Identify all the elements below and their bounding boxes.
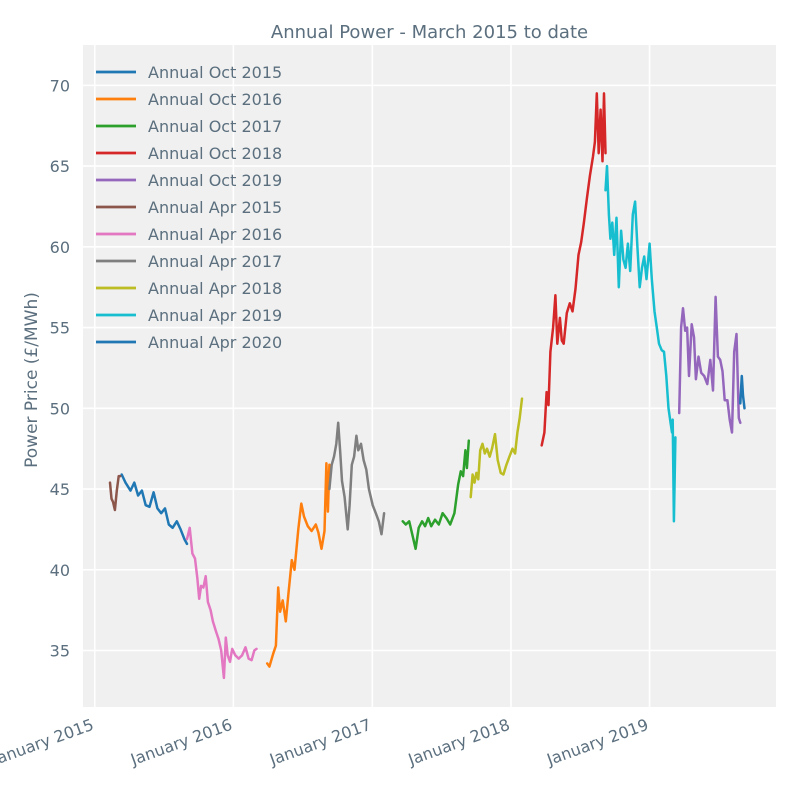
series-line [604, 164, 677, 523]
series-line [739, 374, 746, 410]
y-tick-label: 35 [50, 641, 70, 660]
y-tick-label: 40 [50, 561, 70, 580]
y-axis: 35 40 45 50 55 60 65 70 [50, 76, 70, 660]
series-line [328, 421, 386, 536]
legend-label: Annual Apr 2017 [148, 252, 282, 271]
series-line [265, 461, 331, 668]
series-line [540, 92, 607, 447]
x-tick-label: January 2018 [405, 715, 512, 770]
legend-label: Annual Apr 2020 [148, 333, 282, 352]
y-tick-label: 60 [50, 238, 70, 257]
chart-title: Annual Power - March 2015 to date [271, 22, 588, 43]
x-tick-label: January 2015 [0, 715, 96, 770]
y-tick-label: 65 [50, 157, 70, 176]
series-line [401, 439, 471, 551]
series-line [185, 526, 258, 680]
y-axis-label: Power Price (£/MWh) [22, 292, 42, 468]
y-tick-label: 70 [50, 76, 70, 95]
y-tick-label: 45 [50, 480, 70, 499]
legend-label: Annual Oct 2018 [148, 144, 282, 163]
legend-label: Annual Apr 2015 [148, 198, 282, 217]
series-lines [108, 92, 746, 680]
legend-label: Annual Oct 2016 [148, 90, 282, 109]
series-line [108, 474, 122, 512]
series-line [677, 295, 742, 434]
legend-label: Annual Apr 2018 [148, 279, 282, 298]
legend-label: Annual Oct 2019 [148, 171, 282, 190]
x-axis: January 2015 January 2016 January 2017 Janu… [0, 715, 651, 770]
legend: Annual Oct 2015 Annual Oct 2016 Annual Oct… [96, 63, 282, 352]
y-tick-label: 55 [50, 319, 70, 338]
series-line [120, 473, 189, 546]
legend-label: Annual Oct 2017 [148, 117, 282, 136]
x-tick-label: January 2019 [543, 715, 650, 770]
y-tick-label: 50 [50, 399, 70, 418]
x-tick-label: January 2017 [266, 715, 373, 770]
x-tick-label: January 2016 [127, 715, 234, 770]
legend-label: Annual Oct 2015 [148, 63, 282, 82]
legend-label: Annual Apr 2019 [148, 306, 282, 325]
grid [83, 45, 776, 707]
series-line [469, 397, 524, 499]
legend-label: Annual Apr 2016 [148, 225, 282, 244]
